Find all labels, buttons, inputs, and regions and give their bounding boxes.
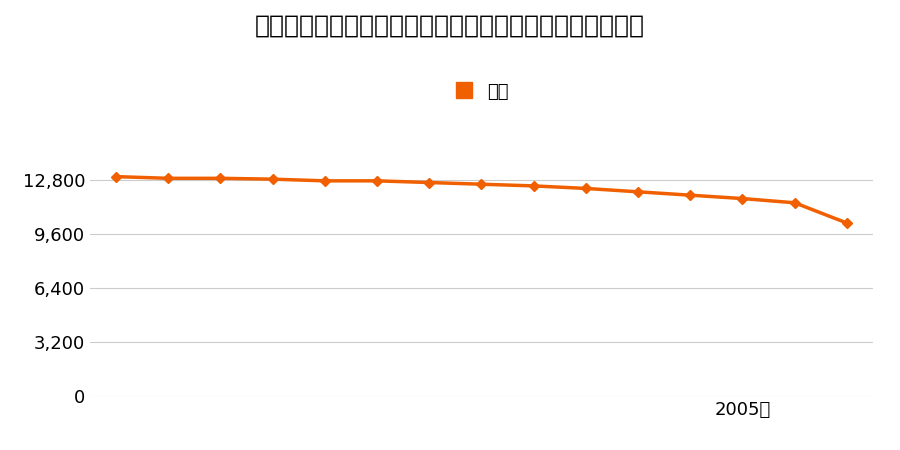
価格	[372, 178, 382, 184]
価格	[789, 200, 800, 206]
価格	[842, 220, 852, 226]
価格	[215, 176, 226, 181]
価格	[476, 181, 487, 187]
価格	[111, 174, 122, 179]
価格	[528, 183, 539, 189]
価格	[737, 196, 748, 201]
価格	[633, 189, 643, 194]
価格	[685, 193, 696, 198]
価格	[580, 186, 591, 191]
Text: 岡山県勝田郡勝央町植月中字原２３９０番７外の地価推移: 岡山県勝田郡勝央町植月中字原２３９０番７外の地価推移	[255, 14, 645, 37]
Legend: 価格: 価格	[447, 76, 516, 108]
価格	[267, 176, 278, 182]
価格	[320, 178, 330, 184]
価格	[163, 176, 174, 181]
Line: 価格: 価格	[112, 173, 850, 226]
価格	[424, 180, 435, 185]
